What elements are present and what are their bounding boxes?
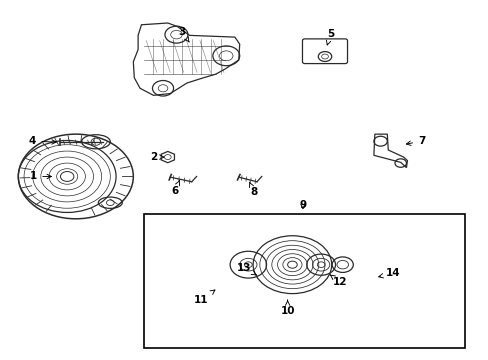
Text: 5: 5 [326, 28, 334, 45]
Text: 3: 3 [178, 27, 189, 42]
Text: 7: 7 [406, 136, 425, 146]
Text: 11: 11 [194, 290, 215, 305]
Text: 9: 9 [299, 200, 306, 210]
Text: 13: 13 [237, 263, 256, 275]
Text: 6: 6 [171, 180, 179, 195]
Text: 4: 4 [29, 136, 56, 146]
Text: 2: 2 [149, 152, 163, 162]
Text: 10: 10 [280, 300, 294, 315]
Text: 8: 8 [249, 182, 257, 197]
Text: 12: 12 [329, 275, 347, 287]
Text: 14: 14 [378, 269, 400, 279]
Bar [143, 213, 464, 348]
Text: 1: 1 [30, 171, 51, 181]
